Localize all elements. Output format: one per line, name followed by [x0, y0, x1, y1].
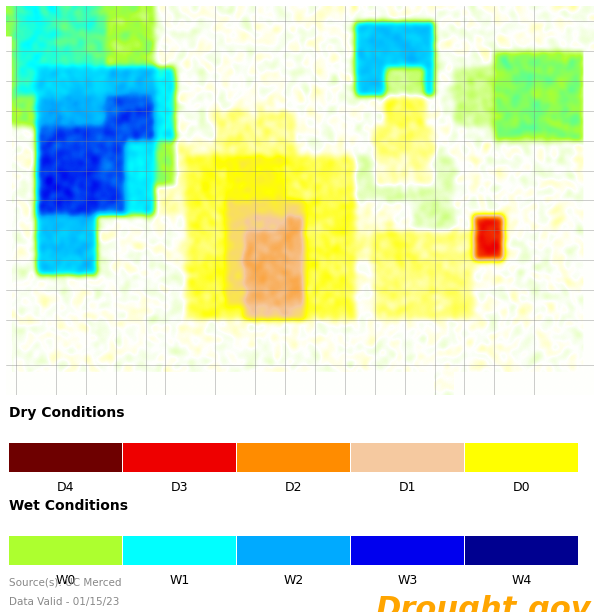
Bar — [465, 536, 578, 565]
Bar — [123, 442, 236, 472]
Text: D1: D1 — [398, 480, 416, 493]
Bar — [9, 536, 122, 565]
Text: W4: W4 — [511, 574, 532, 587]
Text: W2: W2 — [283, 574, 304, 587]
Text: D4: D4 — [56, 480, 74, 493]
Text: Wet Conditions: Wet Conditions — [9, 499, 128, 513]
Text: Drought.gov: Drought.gov — [375, 595, 591, 612]
Text: W3: W3 — [397, 574, 418, 587]
Text: W0: W0 — [55, 574, 76, 587]
Text: W1: W1 — [169, 574, 190, 587]
Bar — [351, 536, 464, 565]
Bar — [351, 442, 464, 472]
Bar — [465, 442, 578, 472]
Text: D2: D2 — [284, 480, 302, 493]
Text: Source(s): UC Merced: Source(s): UC Merced — [9, 577, 121, 588]
Text: Data Valid - 01/15/23: Data Valid - 01/15/23 — [9, 597, 119, 606]
Bar — [123, 536, 236, 565]
Bar — [237, 442, 350, 472]
Bar — [237, 536, 350, 565]
Bar — [9, 442, 122, 472]
Text: D3: D3 — [170, 480, 188, 493]
Text: D0: D0 — [512, 480, 530, 493]
Text: Dry Conditions: Dry Conditions — [9, 406, 125, 420]
